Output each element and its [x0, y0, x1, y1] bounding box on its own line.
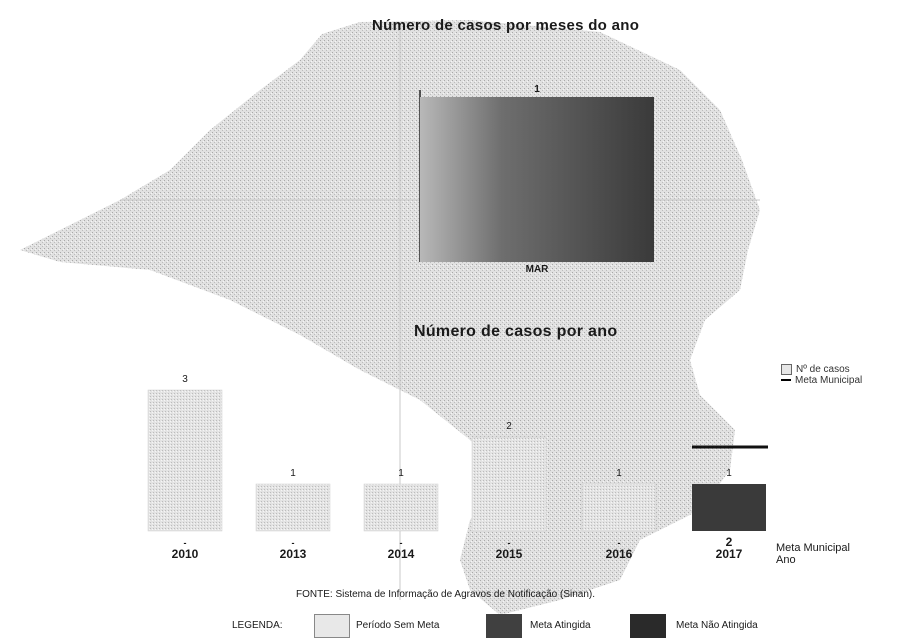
legend-label-nao-atingida: Meta Não Atingida	[676, 620, 758, 631]
yearly-bar-value-label: 1	[290, 468, 296, 479]
legend-swatch-nao-atingida	[630, 614, 666, 638]
meta-municipal-value-label: -	[508, 538, 511, 548]
yearly-bar-value-label: 1	[726, 468, 732, 479]
yearly-bar-2014	[363, 483, 439, 532]
monthly-x-tick-label: MAR	[526, 264, 550, 275]
yearly-bar-2015	[471, 436, 547, 532]
yearly-bar-2013	[255, 483, 331, 532]
legend-count-swatch	[781, 364, 792, 375]
legend-swatch-atingida	[486, 614, 522, 638]
meta-municipal-value-label: -	[618, 538, 621, 548]
yearly-x-tick-label: 2017	[716, 547, 743, 561]
yearly-x-tick-label: 2014	[388, 547, 415, 561]
yearly-bar-value-label: 3	[182, 374, 188, 385]
yearly-bar-2017	[692, 484, 766, 531]
source-note: FONTE: Sistema de Informação de Agravos …	[296, 589, 596, 600]
legend-label-sem-meta: Período Sem Meta	[356, 620, 440, 631]
yearly-x-tick-label: 2016	[606, 547, 633, 561]
monthly-bar-value-label: 1	[534, 84, 540, 95]
monthly-bar-mar	[420, 97, 654, 262]
meta-municipal-value-label: 2	[726, 535, 733, 549]
legend-meta-swatch	[781, 379, 791, 382]
yearly-x-tick-label: 2015	[496, 547, 523, 561]
yearly-bar-value-label: 2	[506, 421, 512, 432]
monthly-cases-chart: 1 MAR	[419, 84, 654, 275]
yearly-x-tick-label: 2010	[172, 547, 199, 561]
legend-count-label: Nº de casos	[796, 364, 850, 376]
chart-title-yearly: Número de casos por ano	[414, 323, 618, 340]
yearly-x-tick-label: 2013	[280, 547, 307, 561]
legend-meta: Meta Municipal	[781, 375, 862, 386]
yearly-bar-2010	[147, 389, 223, 532]
legend-swatch-sem-meta	[314, 614, 350, 638]
legend-meta-label: Meta Municipal	[795, 375, 863, 386]
meta-municipal-value-label: -	[184, 538, 187, 548]
yearly-bar-2016	[581, 483, 657, 532]
legend-title: LEGENDA:	[232, 620, 283, 631]
meta-municipal-row-label: Meta Municipal	[776, 542, 850, 554]
yearly-bar-value-label: 1	[616, 468, 622, 479]
meta-municipal-value-label: -	[292, 538, 295, 548]
meta-municipal-value-label: -	[400, 538, 403, 548]
ano-row-label: Ano	[776, 554, 796, 566]
legend-count: Nº de casos	[781, 364, 850, 375]
chart-title-monthly: Número de casos por meses do ano	[372, 17, 640, 34]
yearly-bar-value-label: 1	[398, 468, 404, 479]
legend-label-atingida: Meta Atingida	[530, 620, 591, 631]
